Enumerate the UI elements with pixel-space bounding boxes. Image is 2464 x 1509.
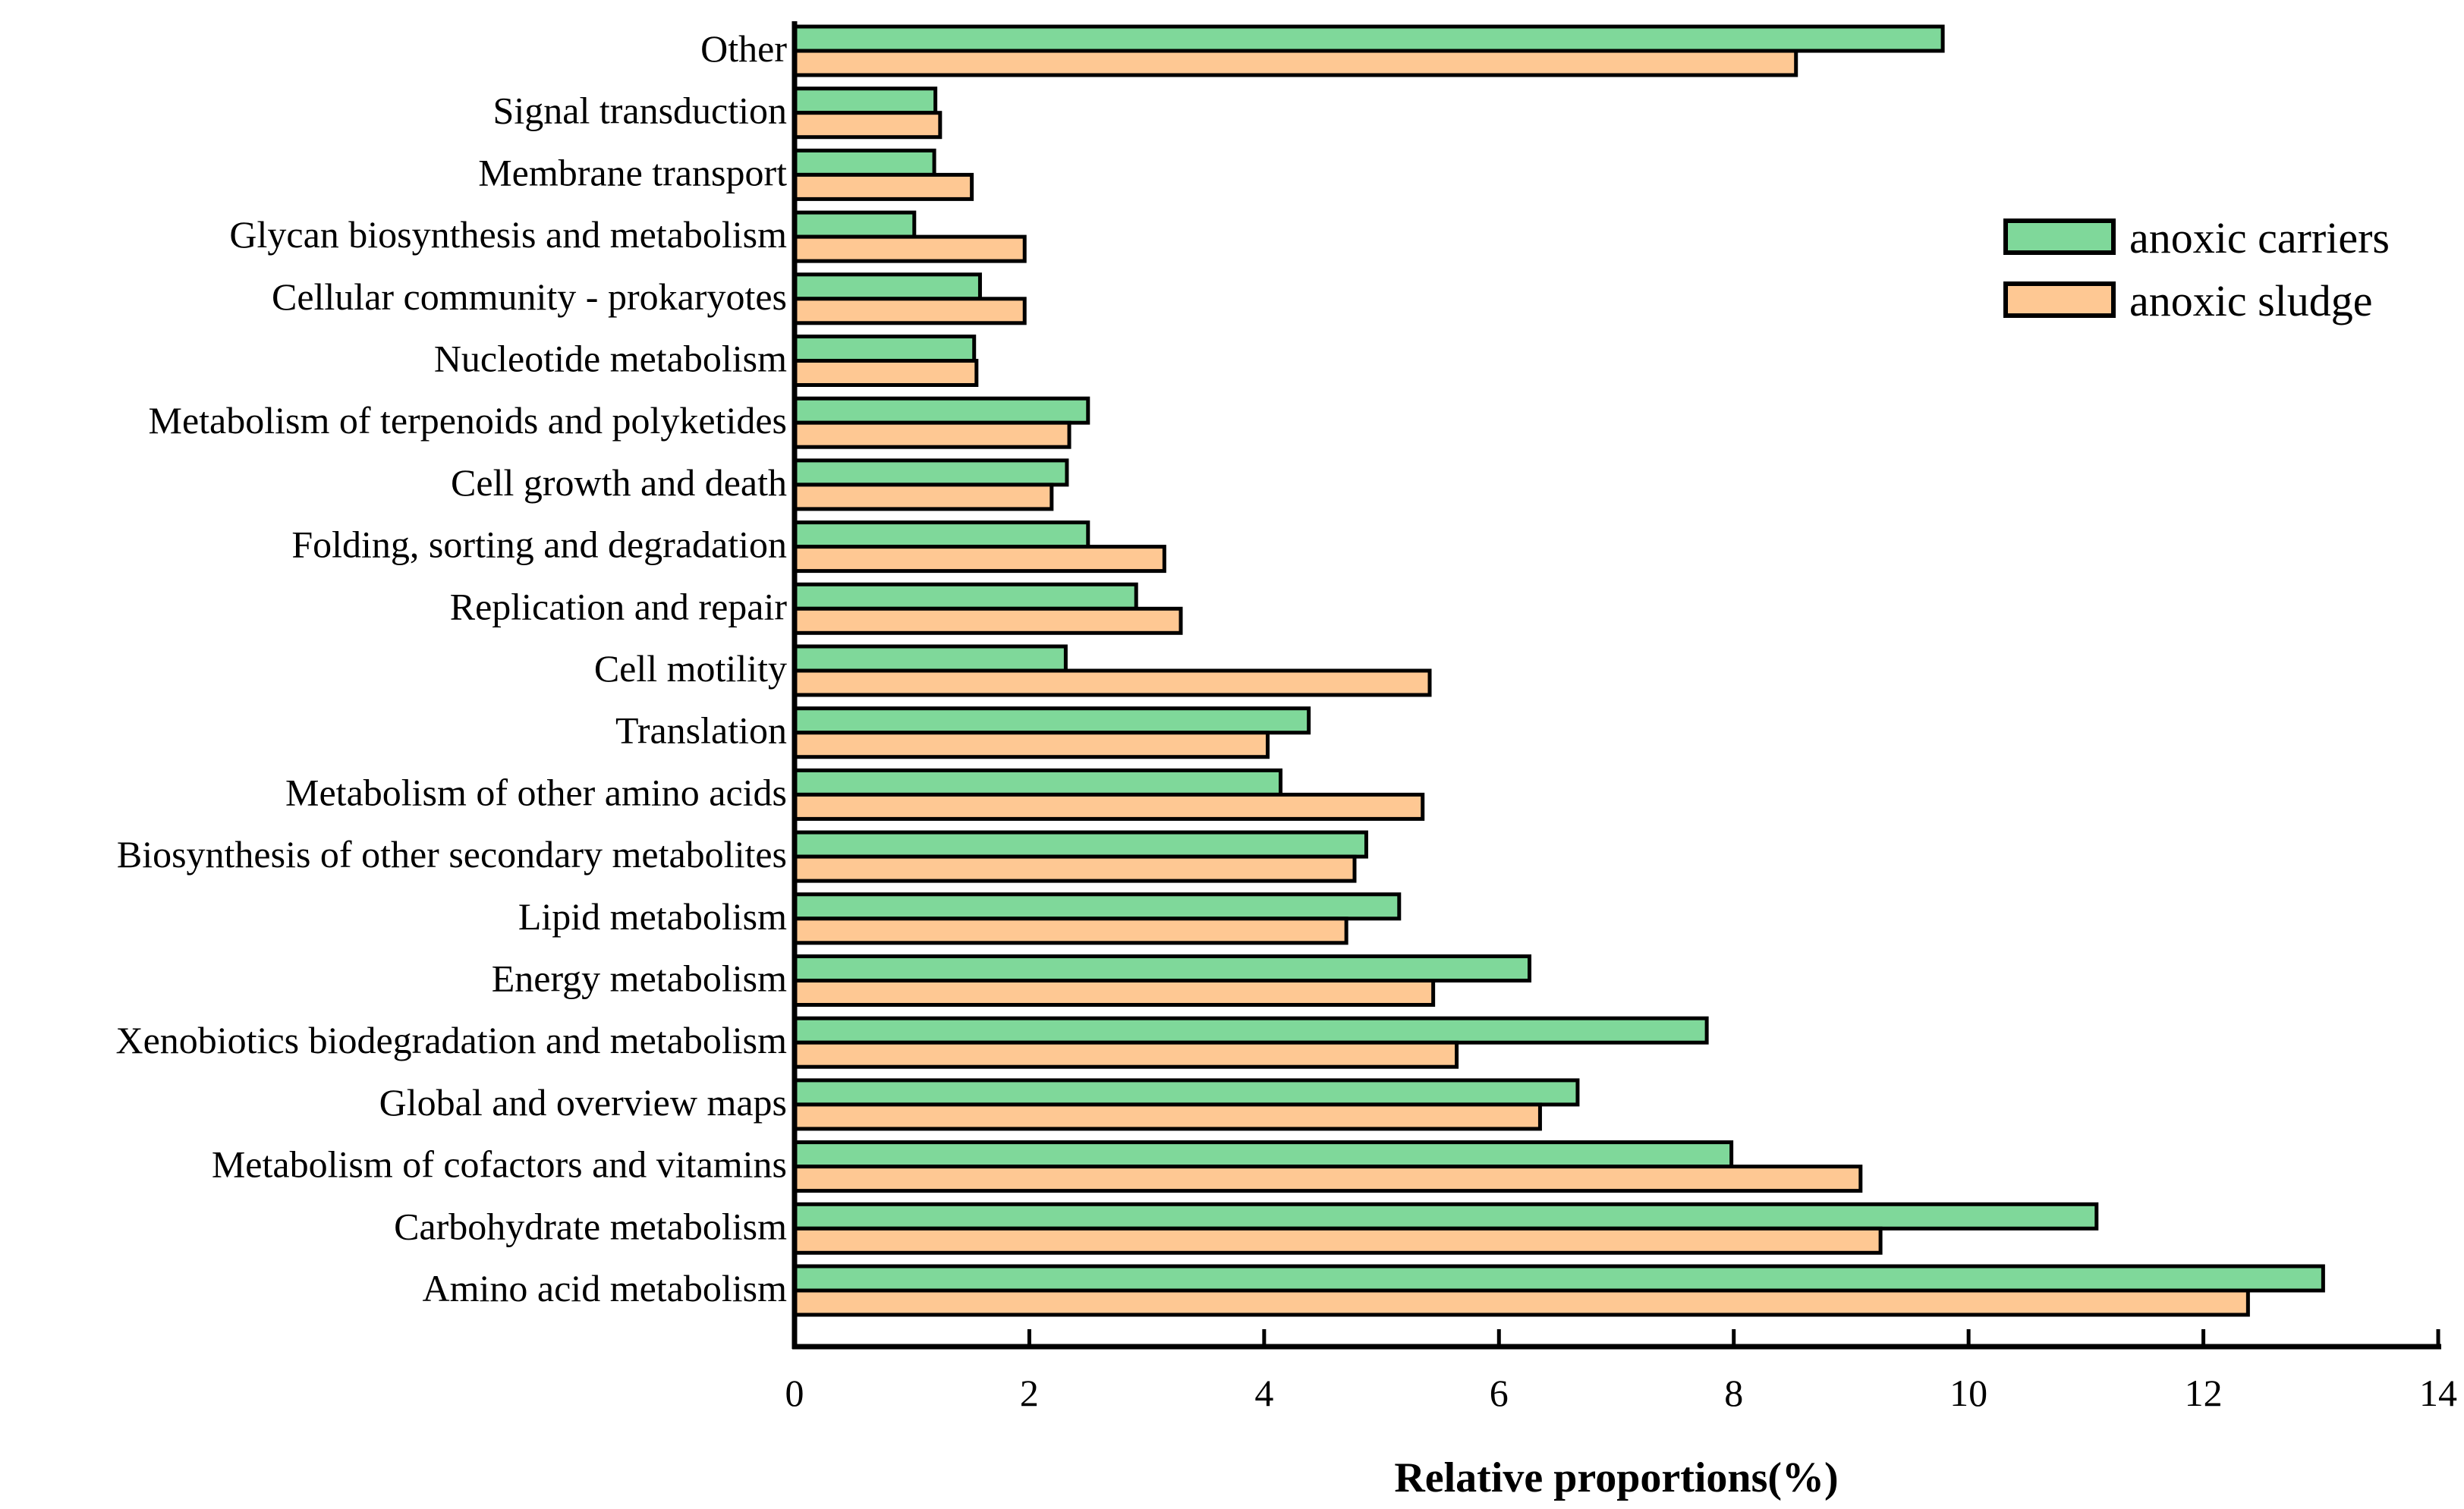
bar-sludge xyxy=(792,1165,1863,1193)
bar-carriers xyxy=(792,892,1402,921)
bar-sludge xyxy=(792,297,1027,325)
x-axis-ticks: 0 2 4 6 8 10 12 14 xyxy=(785,1329,2457,1414)
x-tick-label: 2 xyxy=(1020,1372,1039,1414)
category-label: Translation xyxy=(615,709,787,752)
category-label: Carbohydrate metabolism xyxy=(394,1205,787,1247)
category-label: Nucleotide metabolism xyxy=(434,338,787,380)
category-label: Metabolism of terpenoids and polyketides xyxy=(148,399,787,442)
legend-label-carriers: anoxic carriers xyxy=(2129,213,2390,263)
bar-carriers xyxy=(792,768,1283,797)
bar-carriers xyxy=(792,86,938,115)
bar-sludge xyxy=(792,854,1357,883)
category-label: Amino acid metabolism xyxy=(423,1267,788,1309)
x-tick-label: 4 xyxy=(1254,1372,1273,1414)
bar-carriers xyxy=(792,210,917,239)
bar-carriers xyxy=(792,396,1090,425)
bar-carriers xyxy=(792,1264,2325,1293)
category-label: Replication and repair xyxy=(450,585,788,627)
bar-sludge xyxy=(792,792,1425,821)
bar-carriers xyxy=(792,335,977,363)
category-label: Cellular community - prokaryotes xyxy=(272,275,787,318)
category-label: Signal transduction xyxy=(493,90,787,132)
bar-carriers xyxy=(792,1078,1580,1107)
bar-sludge xyxy=(792,234,1027,263)
x-tick-label: 14 xyxy=(2419,1372,2457,1414)
category-label: Biosynthesis of other secondary metaboli… xyxy=(117,833,787,876)
bar-sludge xyxy=(792,1040,1459,1069)
bar-sludge xyxy=(792,1102,1542,1131)
category-label: Glycan biosynthesis and metabolism xyxy=(229,213,787,256)
bar-sludge xyxy=(792,545,1166,574)
category-label: Metabolism of other amino acids xyxy=(285,771,787,813)
bar-sludge xyxy=(792,420,1072,449)
bar-sludge xyxy=(792,668,1432,697)
legend-swatch-sludge xyxy=(2003,281,2116,318)
x-tick-label: 10 xyxy=(1949,1372,1987,1414)
x-tick-label: 0 xyxy=(785,1372,804,1414)
bar-carriers xyxy=(792,1202,2099,1231)
bar-sludge xyxy=(792,111,942,140)
bar-sludge xyxy=(792,483,1054,511)
category-label: Lipid metabolism xyxy=(518,895,787,938)
bar-carriers xyxy=(792,520,1090,549)
category-label: Xenobiotics biodegradation and metabolis… xyxy=(115,1019,787,1061)
category-label: Membrane transport xyxy=(478,151,787,193)
bar-carriers xyxy=(792,458,1069,487)
bar-carriers xyxy=(792,830,1368,859)
category-label: Cell motility xyxy=(594,647,787,690)
category-labels: Other Signal transduction Membrane transpo… xyxy=(115,27,787,1309)
x-axis-title: Relative proportions(%) xyxy=(1394,1454,1838,1501)
bar-sludge xyxy=(792,1226,1883,1255)
bar-sludge xyxy=(792,49,1798,77)
x-tick-label: 8 xyxy=(1724,1372,1743,1414)
bars-layer xyxy=(792,24,2325,1317)
category-label: Global and overview maps xyxy=(379,1081,787,1124)
bar-sludge xyxy=(792,1288,2250,1317)
bar-carriers xyxy=(792,954,1532,982)
bar-carriers xyxy=(792,582,1138,611)
bar-sludge xyxy=(792,916,1348,945)
legend-label-sludge: anoxic sludge xyxy=(2129,276,2373,325)
category-label: Other xyxy=(700,27,787,70)
bar-carriers xyxy=(792,1140,1734,1169)
legend-swatch-carriers xyxy=(2003,218,2116,255)
x-tick-label: 6 xyxy=(1490,1372,1509,1414)
bar-carriers xyxy=(792,1016,1709,1045)
bar-carriers xyxy=(792,706,1311,735)
bar-carriers xyxy=(792,24,1945,53)
legend: anoxic carriers anoxic sludge xyxy=(2003,213,2390,325)
bar-sludge xyxy=(792,606,1183,635)
bar-sludge xyxy=(792,359,979,387)
bar-sludge xyxy=(792,731,1270,759)
x-tick-label: 12 xyxy=(2185,1372,2223,1414)
category-label: Metabolism of cofactors and vitamins xyxy=(212,1143,787,1186)
bar-carriers xyxy=(792,272,982,301)
category-label: Energy metabolism xyxy=(492,957,787,1000)
category-label: Cell growth and death xyxy=(451,461,787,504)
bar-carriers xyxy=(792,644,1068,673)
bar-sludge xyxy=(792,172,974,201)
category-label: Folding, sorting and degradation xyxy=(291,523,787,566)
bar-sludge xyxy=(792,979,1436,1007)
bar-carriers xyxy=(792,148,936,177)
